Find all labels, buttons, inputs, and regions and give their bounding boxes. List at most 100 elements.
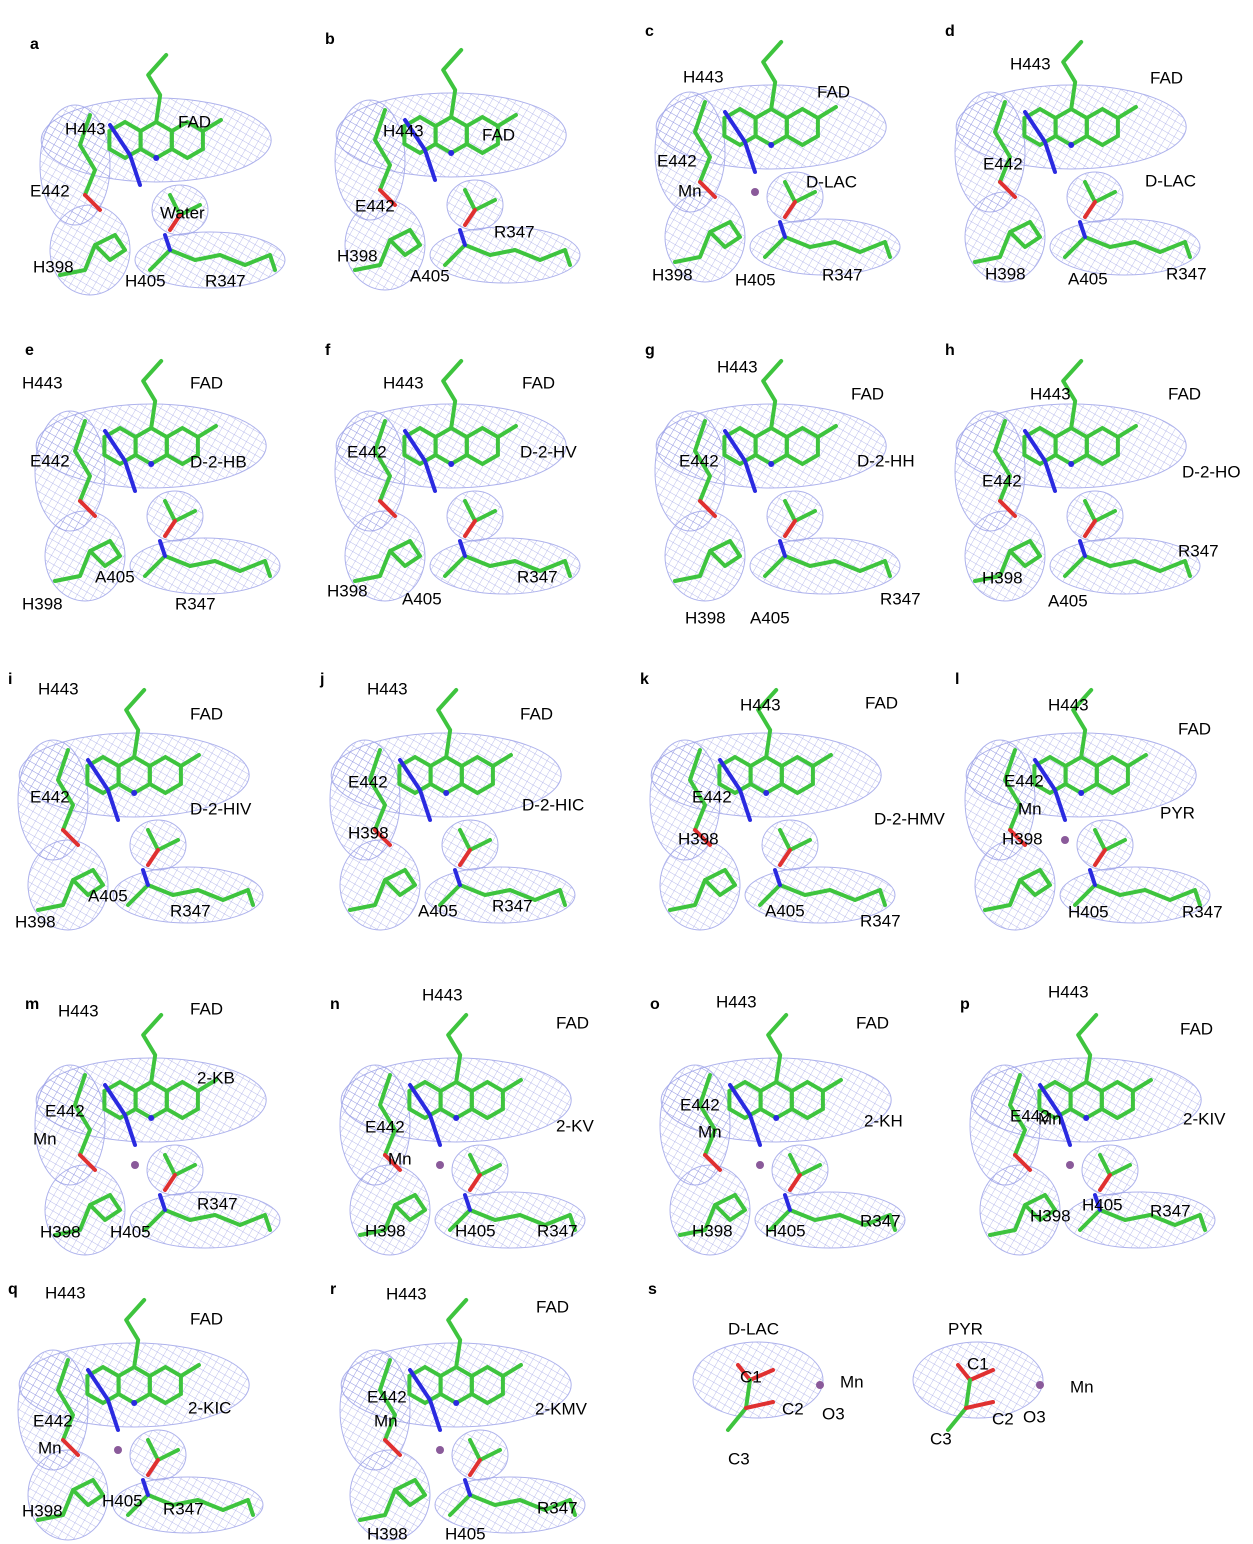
- panel-letter: o: [650, 996, 660, 1013]
- panel-letter: j: [319, 671, 324, 688]
- density-mesh: [442, 820, 498, 870]
- density-mesh: [452, 1145, 508, 1195]
- residue-label: E442: [983, 154, 1023, 173]
- residue-label: E442: [680, 1095, 720, 1114]
- residue-label: Mn: [33, 1129, 57, 1148]
- residue-label: FAD: [520, 704, 553, 723]
- residue-label: Mn: [388, 1149, 412, 1168]
- nitrogen: [763, 790, 769, 796]
- residue-label: D-2-HB: [190, 452, 247, 471]
- nitrogen: [453, 1115, 459, 1121]
- residue-label: D-2-HH: [857, 451, 915, 470]
- metal-ion: [114, 1446, 122, 1454]
- density-mesh: [147, 491, 203, 541]
- density-mesh: [130, 820, 186, 870]
- metal-ion: [436, 1446, 444, 1454]
- residue-label: H443: [1048, 695, 1089, 714]
- residue-label: H398: [40, 1222, 81, 1241]
- density-mesh: [1082, 1145, 1138, 1195]
- density-mesh: [340, 840, 420, 930]
- residue-label: PYR: [1160, 803, 1195, 822]
- residue-label: D-2-HO: [1182, 462, 1241, 481]
- residue-label: FAD: [178, 112, 211, 131]
- nitrogen: [148, 1115, 154, 1121]
- panel-letter: q: [8, 1281, 18, 1298]
- residue-label: FAD: [851, 384, 884, 403]
- density-mesh: [45, 511, 125, 601]
- panel-letter: e: [25, 342, 34, 359]
- residue-label: H398: [337, 246, 378, 265]
- metal-ion: [751, 188, 759, 196]
- residue-label: H443: [717, 357, 758, 376]
- panel-letter: c: [645, 23, 654, 40]
- metal-ion: [1066, 1161, 1074, 1169]
- residue-label: FAD: [522, 373, 555, 392]
- residue-label: H443: [383, 373, 424, 392]
- residue-label: H405: [102, 1491, 143, 1510]
- residue-label: FAD: [536, 1297, 569, 1316]
- residue-label: A405: [750, 608, 790, 627]
- nitrogen: [443, 790, 449, 796]
- residue-label: R347: [175, 594, 216, 613]
- residue-label: H443: [716, 992, 757, 1011]
- residue-label: R347: [1150, 1201, 1191, 1220]
- residue-label: H398: [327, 581, 368, 600]
- panel-letter: h: [945, 342, 955, 359]
- density-mesh: [975, 840, 1055, 930]
- residue-label: H443: [683, 67, 724, 86]
- panel-letter: p: [960, 996, 970, 1013]
- residue-label: E442: [367, 1387, 407, 1406]
- residue-label: R347: [880, 589, 921, 608]
- density-mesh: [965, 511, 1045, 601]
- nitrogen: [773, 1115, 779, 1121]
- residue-label: FAD: [190, 373, 223, 392]
- residue-label: FAD: [190, 999, 223, 1018]
- residue-label: Mn: [698, 1122, 722, 1141]
- density-mesh: [1067, 172, 1123, 222]
- residue-label: E442: [355, 196, 395, 215]
- residue-label: Mn: [38, 1438, 62, 1457]
- residue-label: H398: [367, 1524, 408, 1543]
- residue-label: PYR: [948, 1319, 983, 1338]
- residue-label: D-2-HMV: [874, 809, 945, 828]
- residue-label: R347: [517, 567, 558, 586]
- residue-label: H443: [45, 1283, 86, 1302]
- residue-label: H443: [1030, 384, 1071, 403]
- residue-label: H398: [15, 912, 56, 931]
- residue-label: C3: [930, 1429, 952, 1448]
- density-mesh: [660, 840, 740, 930]
- nitrogen: [148, 461, 154, 467]
- residue-label: R347: [1182, 902, 1223, 921]
- nitrogen: [1068, 142, 1074, 148]
- nitrogen: [1068, 461, 1074, 467]
- residue-label: H443: [740, 695, 781, 714]
- residue-label: FAD: [1180, 1019, 1213, 1038]
- residue-label: C2: [782, 1399, 804, 1418]
- residue-label: 2-KIV: [1183, 1109, 1226, 1128]
- metal-ion: [1036, 1381, 1044, 1389]
- residue-label: 2-KB: [197, 1068, 235, 1087]
- panel-letter: r: [330, 1281, 336, 1298]
- nitrogen: [448, 461, 454, 467]
- density-mesh: [350, 1165, 430, 1255]
- nitrogen: [768, 142, 774, 148]
- density-mesh: [772, 1145, 828, 1195]
- residue-label: H398: [985, 264, 1026, 283]
- residue-label: R347: [197, 1194, 238, 1213]
- residue-label: H443: [386, 1284, 427, 1303]
- residue-label: E442: [982, 471, 1022, 490]
- residue-label: R347: [1178, 541, 1219, 560]
- residue-label: Mn: [1038, 1109, 1062, 1128]
- density-mesh: [670, 1165, 750, 1255]
- residue-label: H405: [765, 1221, 806, 1240]
- residue-label: H443: [367, 679, 408, 698]
- residue-label: 2-KH: [864, 1111, 903, 1130]
- residue-label: Mn: [374, 1411, 398, 1430]
- residue-label: FAD: [556, 1013, 589, 1032]
- panel-letter: a: [30, 36, 39, 53]
- residue-label: E442: [347, 442, 387, 461]
- density-mesh: [665, 511, 745, 601]
- residue-label: C1: [740, 1367, 762, 1386]
- residue-label: H398: [982, 568, 1023, 587]
- panel-letter: n: [330, 996, 340, 1013]
